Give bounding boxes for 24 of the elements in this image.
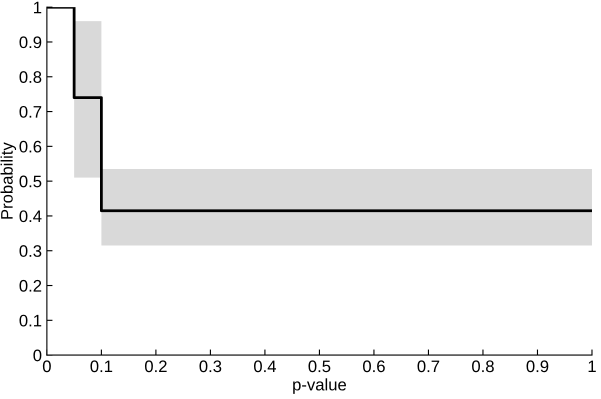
y-tick-label: 0 — [33, 350, 42, 362]
y-tick-label: 0.5 — [20, 176, 42, 188]
x-tick-label: 0.1 — [90, 360, 112, 372]
y-axis-title: Probability — [0, 142, 16, 219]
x-tick-label: 0.6 — [363, 360, 385, 372]
x-axis-title: p-value — [293, 378, 346, 394]
y-tick-label: 0.1 — [20, 314, 42, 327]
y-tick-label: 0.8 — [20, 71, 42, 83]
x-tick-label: 0 — [42, 360, 51, 372]
y-tick-label: 0.4 — [20, 210, 42, 222]
x-tick-label: 0.3 — [199, 360, 222, 372]
y-tick-label: 0.9 — [20, 36, 42, 48]
x-tick-label: 0.7 — [418, 360, 440, 372]
y-tick-label: 1 — [34, 2, 42, 14]
y-tick-label: 0.2 — [20, 280, 42, 292]
y-tick-label: 0.7 — [20, 106, 42, 118]
x-tick-label: 0.2 — [144, 360, 167, 372]
x-tick-label: 0.9 — [526, 360, 548, 372]
x-tick-label: 1 — [588, 360, 596, 372]
x-tick-label: 0.4 — [254, 360, 276, 372]
y-tick-label: 0.3 — [20, 245, 42, 257]
y-tick-label: 0.6 — [20, 140, 42, 153]
x-tick-label: 0.5 — [308, 360, 330, 372]
x-tick-label: 0.8 — [472, 360, 494, 372]
